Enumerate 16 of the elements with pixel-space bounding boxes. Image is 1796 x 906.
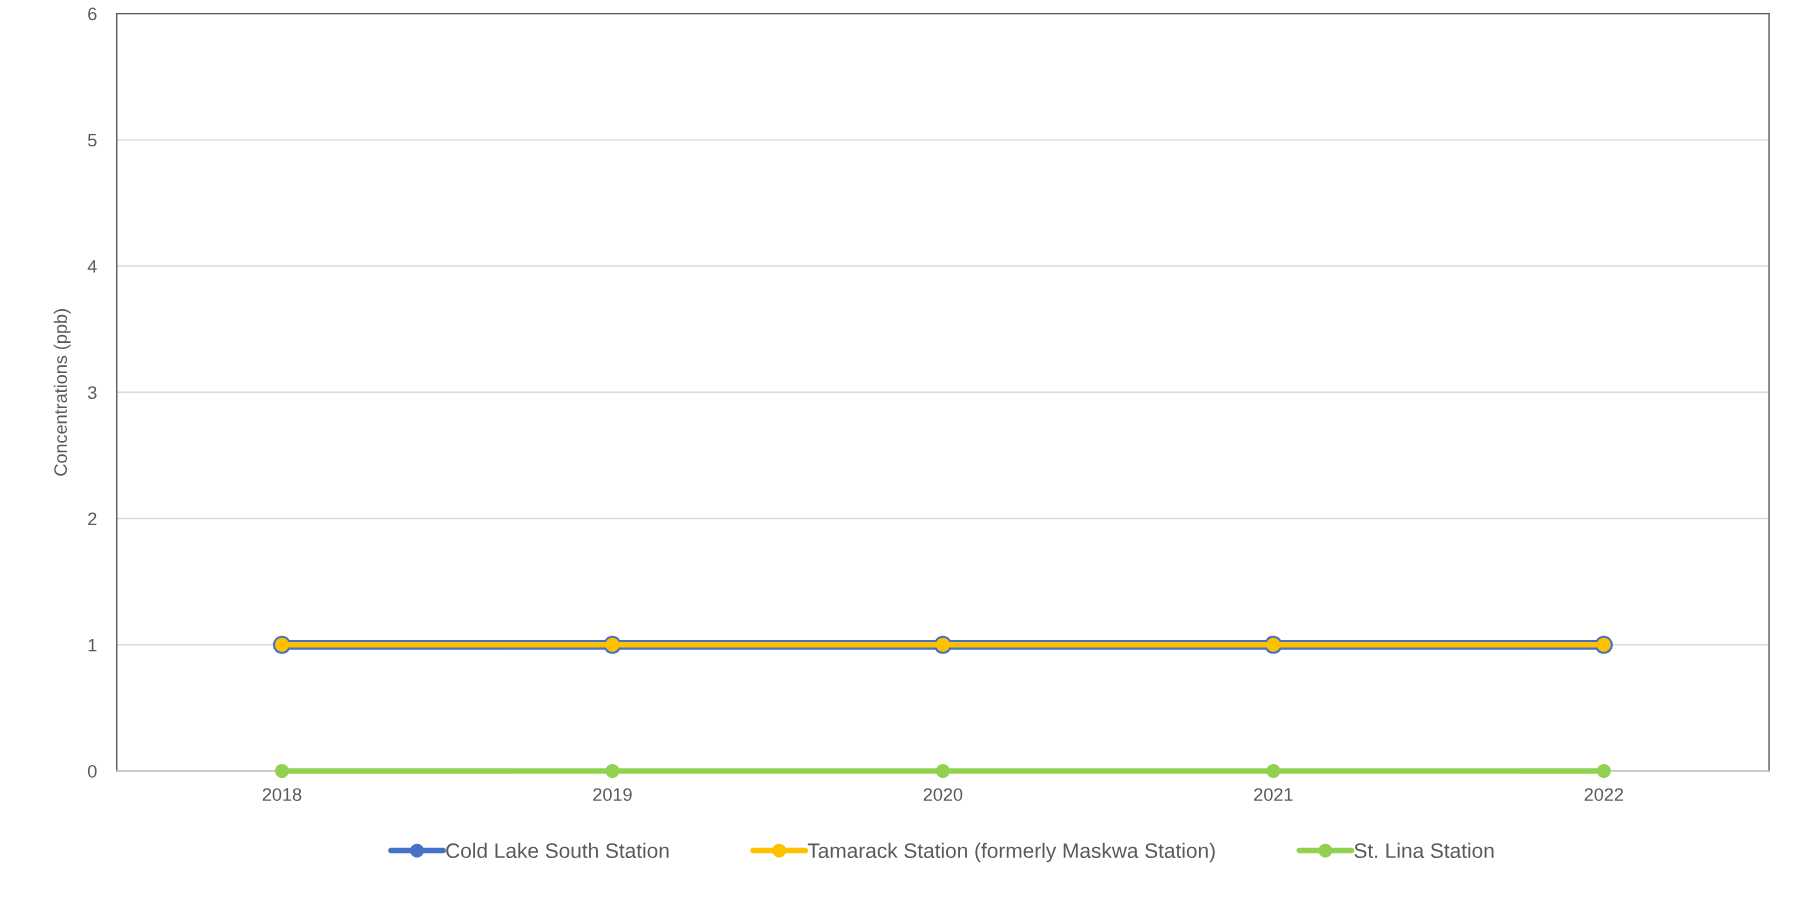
y-tick-label: 3 xyxy=(87,386,97,400)
y-tick-label: 1 xyxy=(88,638,97,652)
y-axis-title: Concentrations (ppb) xyxy=(53,309,71,476)
x-tick-label: 2020 xyxy=(923,788,963,801)
y-tick-label: 0 xyxy=(87,764,97,778)
legend-label: Cold Lake South Station xyxy=(446,842,669,859)
y-tick-label: 4 xyxy=(87,260,97,273)
x-tick-label: 2018 xyxy=(262,788,302,801)
y-tick-label: 6 xyxy=(88,7,97,21)
y-tick-label: 2 xyxy=(88,512,97,526)
x-tick-label: 2021 xyxy=(1254,788,1293,801)
x-tick-label: 2022 xyxy=(1584,788,1624,801)
x-tick-label: 2019 xyxy=(593,788,632,801)
legend-label: Tamarack Station (formerly Maskwa Station) xyxy=(807,842,1215,863)
legend-label: St. Lina Station xyxy=(1354,842,1494,859)
y-tick-label: 5 xyxy=(87,133,97,147)
